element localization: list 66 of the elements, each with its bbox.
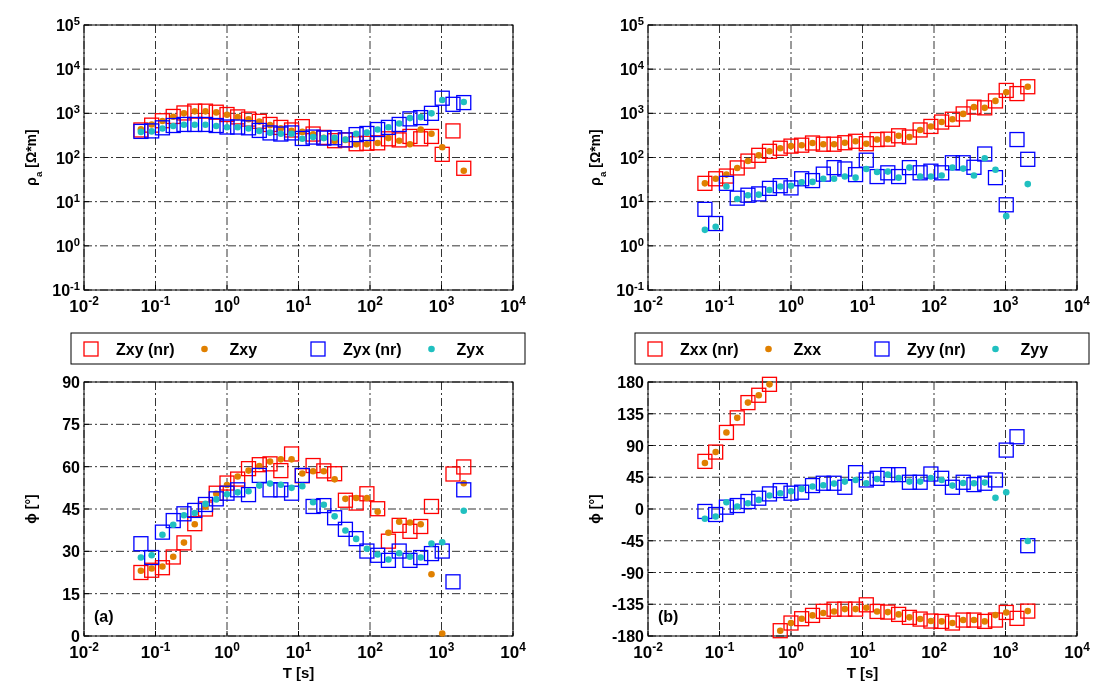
x-tick-label: 10$^{0}$ bbox=[778, 640, 805, 662]
y-axis-title: ϕ [°] bbox=[23, 494, 39, 524]
legend-label: Zxy bbox=[229, 341, 258, 358]
legend-label: Zyx bbox=[456, 341, 485, 358]
y-tick-label: 10$^{0}$ bbox=[55, 235, 80, 255]
x-axis-title: T [s] bbox=[846, 664, 879, 681]
y-tick-label: 10$^{1}$ bbox=[619, 191, 644, 211]
annotation: (b) bbox=[658, 608, 679, 625]
annotation: (a) bbox=[94, 608, 114, 625]
x-tick-label: 10$^{2}$ bbox=[357, 294, 384, 316]
legend-label: Zyx (nr) bbox=[343, 341, 402, 358]
y-tick-label: -135 bbox=[611, 596, 645, 614]
x-tick-label: 10$^{-1}$ bbox=[704, 640, 735, 662]
y-tick-label: -45 bbox=[620, 532, 645, 550]
x-tick-label: 10$^{3}$ bbox=[428, 294, 455, 316]
x-axis-title: T [s] bbox=[282, 664, 315, 681]
x-tick-label: 10$^{4}$ bbox=[500, 294, 527, 316]
y-tick-label: 10$^{4}$ bbox=[55, 59, 81, 79]
y-tick-label: 10$^{3}$ bbox=[55, 103, 80, 123]
y-tick-label: 10$^{2}$ bbox=[55, 147, 80, 167]
legend-label: Zxy (nr) bbox=[116, 341, 175, 358]
y-tick-label: 10$^{1}$ bbox=[55, 191, 80, 211]
legend-label: Zxx (nr) bbox=[680, 341, 739, 358]
y-tick-label: 10$^{3}$ bbox=[619, 103, 644, 123]
x-tick-label: 10$^{3}$ bbox=[992, 640, 1019, 662]
legend-label: Zyy bbox=[1020, 341, 1049, 358]
y-tick-label: -90 bbox=[620, 564, 645, 582]
x-tick-label: 10$^{1}$ bbox=[849, 640, 876, 662]
x-tick-label: 10$^{2}$ bbox=[921, 294, 948, 316]
x-tick-label: 10$^{2}$ bbox=[357, 640, 384, 662]
y-tick-label: 30 bbox=[62, 543, 81, 561]
x-tick-label: 10$^{0}$ bbox=[214, 294, 241, 316]
y-tick-label: -180 bbox=[611, 628, 645, 645]
y-axis-title: ϕ [°] bbox=[587, 494, 603, 524]
y-tick-label: 180 bbox=[617, 374, 645, 391]
y-tick-label: 90 bbox=[626, 437, 645, 455]
x-tick-label: 10$^{1}$ bbox=[849, 294, 876, 316]
x-tick-label: 10$^{1}$ bbox=[285, 640, 312, 662]
x-tick-label: 10$^{-1}$ bbox=[140, 294, 171, 316]
x-tick-label: 10$^{3}$ bbox=[428, 640, 455, 662]
y-tick-label: 135 bbox=[617, 405, 645, 423]
x-tick-label: 10$^{4}$ bbox=[500, 640, 527, 662]
y-tick-label: 90 bbox=[62, 374, 81, 391]
legend-label: Zxx bbox=[793, 341, 822, 358]
x-tick-label: 10$^{0}$ bbox=[778, 294, 805, 316]
y-tick-label: 60 bbox=[62, 458, 81, 476]
y-tick-label: 10$^{0}$ bbox=[619, 235, 644, 255]
x-tick-label: 10$^{2}$ bbox=[921, 640, 948, 662]
y-tick-label: 45 bbox=[62, 501, 81, 518]
y-tick-label: 0 bbox=[71, 628, 81, 645]
legend-label: Zyy (nr) bbox=[907, 341, 966, 358]
x-tick-label: 10$^{0}$ bbox=[214, 640, 241, 662]
x-tick-label: 10$^{4}$ bbox=[1064, 640, 1091, 662]
y-tick-label: 10$^{2}$ bbox=[619, 147, 644, 167]
x-tick-label: 10$^{4}$ bbox=[1064, 294, 1091, 316]
x-tick-label: 10$^{1}$ bbox=[285, 294, 312, 316]
x-tick-label: 10$^{-1}$ bbox=[704, 294, 735, 316]
y-tick-label: 15 bbox=[62, 585, 81, 603]
x-tick-label: 10$^{-1}$ bbox=[140, 640, 171, 662]
x-tick-label: 10$^{3}$ bbox=[992, 294, 1019, 316]
y-tick-label: 0 bbox=[635, 501, 645, 518]
y-tick-label: 10$^{5}$ bbox=[55, 15, 80, 34]
y-tick-label: 10$^{5}$ bbox=[619, 15, 644, 34]
y-tick-label: 75 bbox=[62, 416, 81, 434]
y-tick-label: 45 bbox=[626, 469, 645, 487]
y-tick-label: 10$^{4}$ bbox=[619, 59, 645, 79]
